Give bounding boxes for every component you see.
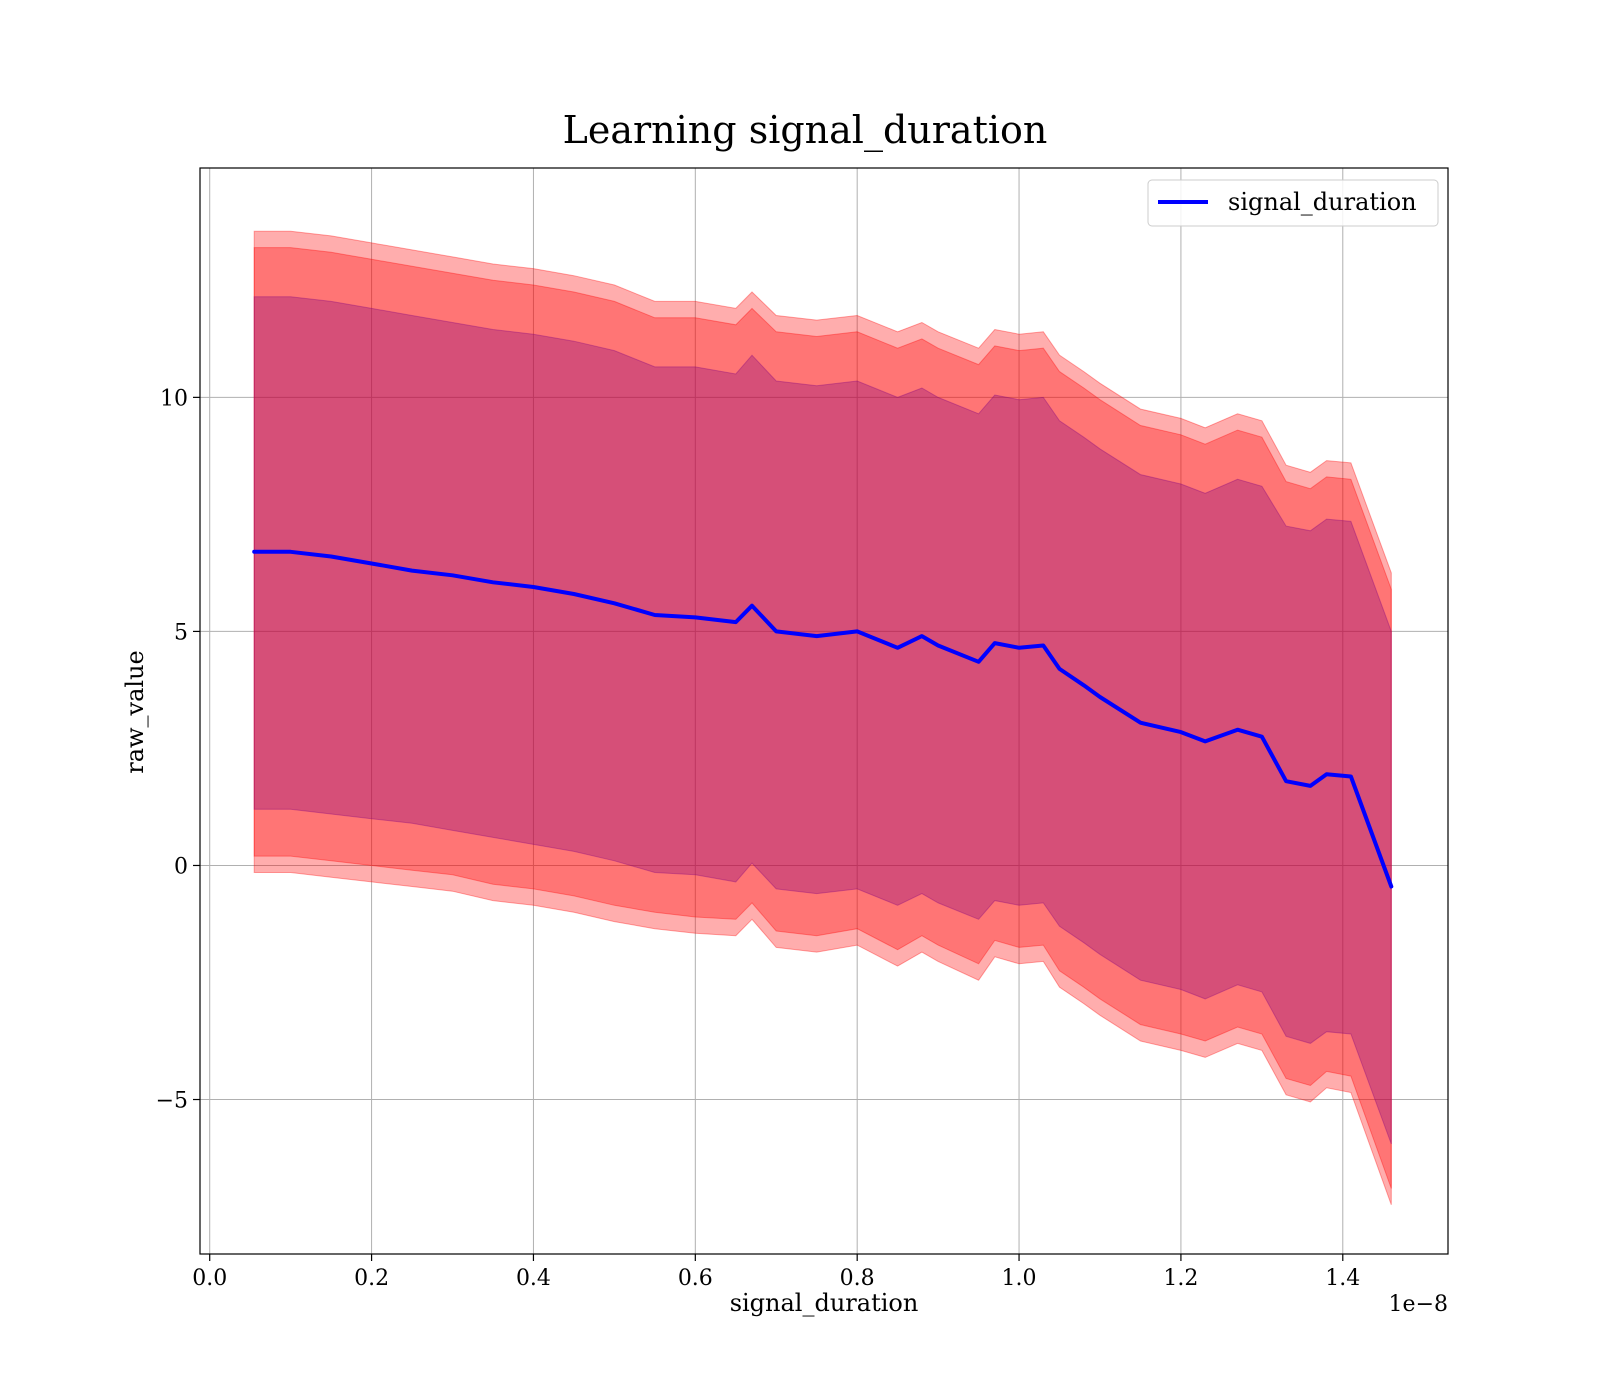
series-line-signal-duration	[252, 549, 1394, 889]
confidence-bands	[253, 230, 1392, 1205]
plot-frame	[199, 167, 1449, 1255]
axis-ticks: 0.0 0.2 0.4 0.6 0.8 1.0 1.2 1.4 −5 0 5 10	[156, 386, 1361, 1291]
inner-band	[253, 296, 1392, 1145]
x-tick-label: 0.0	[192, 1266, 227, 1291]
x-tick-label: 0.2	[354, 1266, 389, 1291]
x-tick-label: 1.0	[1002, 1266, 1037, 1291]
y-tick-label: 0	[174, 854, 188, 879]
middle-band	[253, 247, 1392, 1189]
legend-box	[1147, 179, 1439, 227]
y-tick-label: 5	[174, 620, 188, 645]
legend: signal_duration	[1147, 179, 1439, 227]
outer-band	[253, 230, 1392, 1205]
x-axis-label: signal_duration	[730, 1289, 919, 1317]
series-lines	[252, 549, 1394, 889]
x-axis-offset-label: 1e−8	[1389, 1292, 1448, 1317]
y-tick-label: 10	[160, 386, 188, 411]
x-tick-label: 0.4	[516, 1266, 551, 1291]
y-axis-label: raw_value	[121, 650, 149, 774]
x-tick-label: 0.6	[678, 1266, 713, 1291]
x-tick-label: 0.8	[840, 1266, 875, 1291]
y-tick-label: −5	[156, 1089, 188, 1114]
x-tick-label: 1.4	[1325, 1266, 1360, 1291]
x-tick-label: 1.2	[1163, 1266, 1198, 1291]
legend-label: signal_duration	[1228, 188, 1417, 216]
chart-title: Learning signal_duration	[563, 108, 1048, 153]
grid	[200, 168, 1448, 1254]
